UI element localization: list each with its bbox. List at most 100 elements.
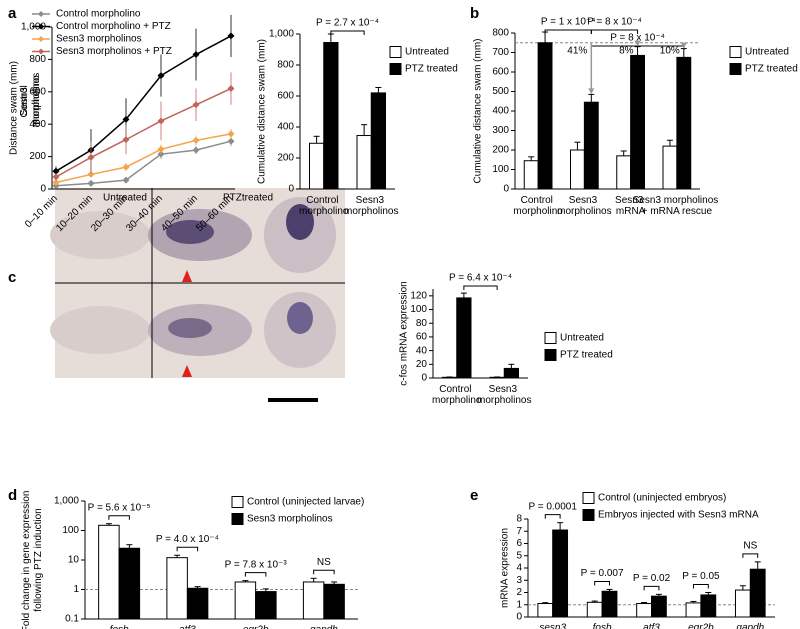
stain [166, 220, 214, 244]
bracket [594, 580, 611, 586]
y-tick-label: 6 [516, 538, 522, 549]
marker [87, 153, 95, 161]
legend-swatch [729, 63, 742, 75]
micrograph-grid [50, 188, 345, 402]
y-tick-label: 1,000 [54, 496, 79, 507]
bracket [544, 29, 592, 34]
p-value: P = 0.007 [581, 568, 624, 579]
stain [287, 302, 313, 334]
y-tick-label: 80 [416, 318, 428, 329]
y-tick-label: 600 [29, 86, 46, 97]
legend-label: PTZ treated [560, 350, 613, 361]
larva-image [50, 306, 150, 354]
y-axis-label: Distance swam (mm) [9, 61, 20, 155]
bar [323, 42, 339, 190]
p-value: P = 2.7 x 10⁻⁴ [316, 18, 379, 29]
p-value: P = 5.6 x 10⁻⁵ [88, 502, 151, 513]
y-axis-label: Cumulative distance swam (mm) [473, 38, 484, 183]
legend-marker [38, 11, 44, 17]
series-line [55, 35, 232, 172]
y-tick-label: 5 [516, 550, 522, 561]
bar [636, 603, 652, 618]
bar [309, 142, 325, 190]
bracket [590, 29, 639, 34]
y-tick-label: 40 [416, 345, 428, 356]
legend-label: Sesn3 morpholinos + PTZ [56, 46, 172, 57]
marker [122, 115, 130, 123]
bracket [692, 584, 709, 589]
bar [537, 603, 554, 618]
bar [586, 601, 603, 618]
bracket [313, 569, 335, 575]
marker [192, 136, 200, 144]
marker [192, 146, 200, 154]
y-tick-label: 600 [492, 67, 509, 78]
legend-swatch [231, 496, 244, 508]
y-tick-label: 0 [516, 612, 522, 623]
marker [52, 179, 60, 187]
series-line [55, 133, 232, 184]
p-value: P = 6.4 x 10⁻⁴ [449, 273, 512, 284]
legend-marker [38, 48, 44, 55]
bar [552, 529, 569, 618]
bracket [244, 572, 267, 577]
x-tick-label: Sesn3 morpholinos + mRNA rescue [633, 195, 721, 217]
legend-swatch [231, 513, 244, 525]
legend-label: Embryos injected with Sesn3 mRNA [598, 510, 759, 521]
legend-label: Sesn3 morpholinos [247, 514, 333, 525]
bar [616, 155, 632, 190]
legend-swatch [389, 63, 402, 75]
p-value: NS [743, 541, 757, 552]
y-tick-label: 20 [416, 359, 428, 370]
x-tick-label: fosb [110, 625, 129, 629]
legend-label: Untreated [405, 47, 449, 58]
panel-letter: a [8, 5, 17, 22]
p-value: P = 8 x 10⁻⁴ [587, 17, 642, 28]
y-tick-label: 0 [40, 184, 46, 195]
marker [192, 101, 200, 109]
legend-label: PTZ treated [405, 64, 458, 75]
bar [370, 92, 386, 190]
y-axis-label: c-fos mRNA expression [399, 281, 410, 385]
y-tick-label: 0 [288, 184, 294, 195]
bar [749, 568, 766, 618]
y-tick-label: 2 [516, 587, 522, 598]
legend-marker [38, 23, 44, 30]
bar [734, 589, 751, 618]
arrowhead [182, 270, 192, 282]
y-tick-label: 200 [29, 151, 46, 162]
y-tick-label: 800 [29, 54, 46, 65]
x-tick-label: Sesn3 morpholinos [344, 195, 398, 217]
y-tick-label: 100 [62, 525, 79, 536]
x-tick-label: gapdh [310, 625, 338, 629]
image-row-label: Sesn3 morpholinos [19, 73, 42, 127]
bar [700, 594, 717, 618]
bar [601, 590, 618, 618]
marker [122, 136, 130, 144]
y-axis-label: mRNA expression [500, 528, 511, 608]
marker [87, 170, 95, 178]
y-tick-label: 1,000 [269, 29, 294, 40]
y-tick-label: 1 [73, 584, 79, 595]
bar [456, 297, 472, 379]
x-tick-label: Control morpholino [432, 384, 482, 406]
y-tick-label: 400 [277, 122, 294, 133]
y-tick-label: 4 [516, 563, 522, 574]
y-tick-label: 7 [516, 526, 522, 537]
x-tick-label: sesn3 [539, 623, 566, 629]
y-tick-label: 10 [68, 555, 80, 566]
arrowhead [634, 40, 641, 47]
bar [537, 42, 553, 190]
y-tick-label: 200 [492, 145, 509, 156]
bar [662, 145, 678, 190]
bracket [330, 30, 365, 35]
percent-label: 8% [619, 45, 634, 56]
marker [227, 137, 235, 145]
y-tick-label: 500 [492, 86, 509, 97]
bar [234, 581, 257, 620]
bracket [742, 553, 759, 558]
y-tick-label: 700 [492, 47, 509, 58]
bracket [176, 546, 199, 552]
y-tick-label: 100 [410, 304, 427, 315]
